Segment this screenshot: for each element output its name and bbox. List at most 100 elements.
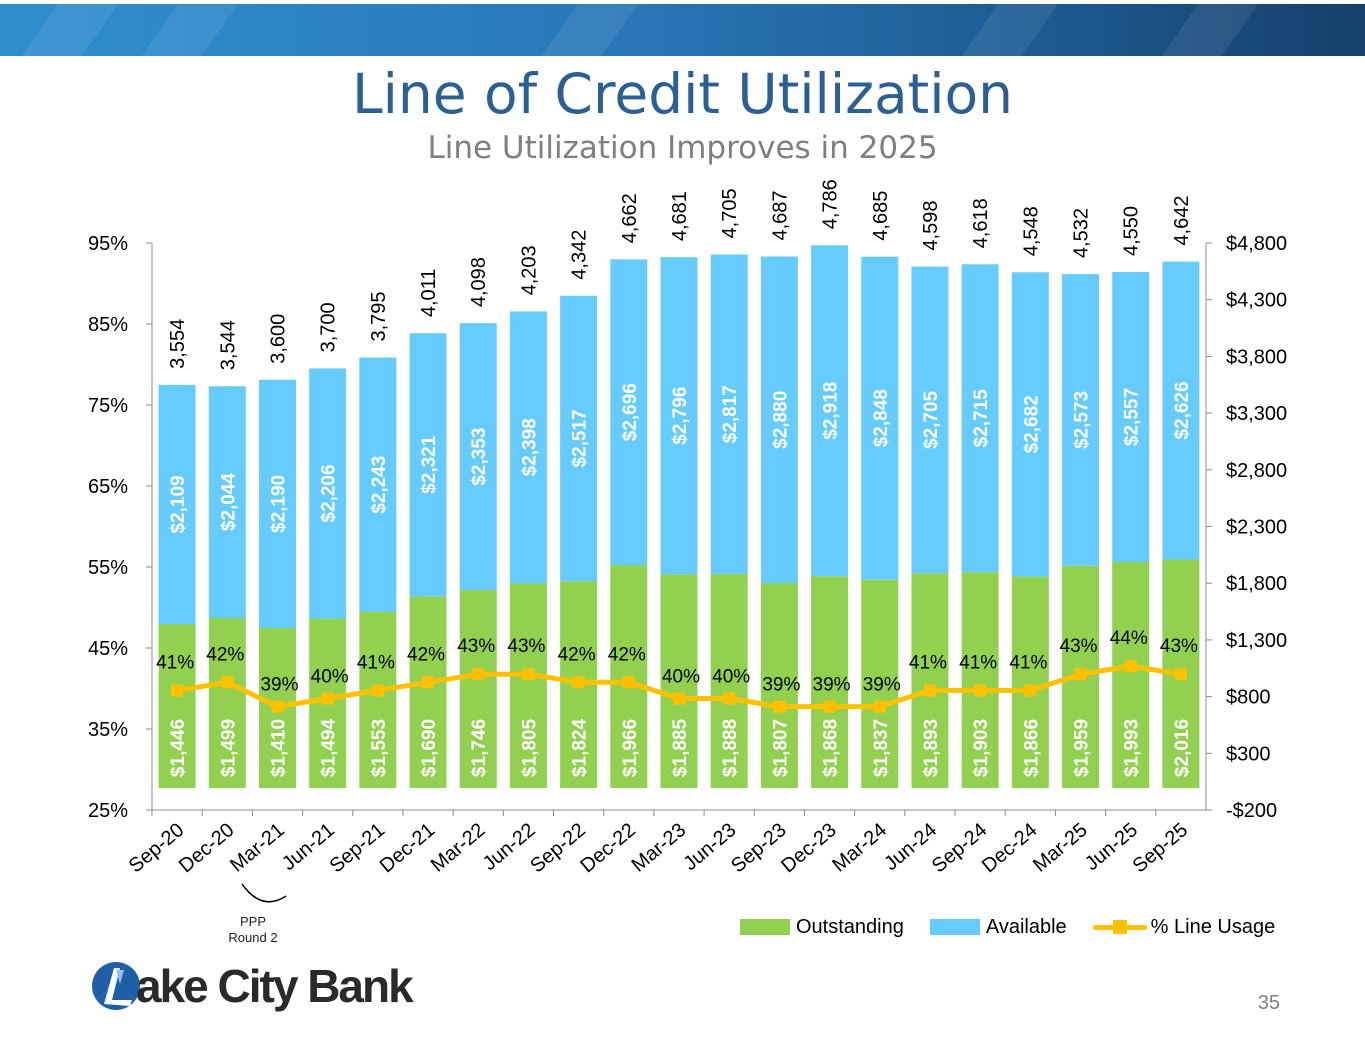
bar-outstanding [1011, 576, 1049, 788]
page-number: 35 [1257, 992, 1280, 1014]
legend-swatch-usage [1092, 919, 1147, 935]
usage-point [923, 684, 936, 697]
total-data-label: 4,598 [920, 201, 942, 251]
bar-available [509, 311, 547, 584]
usage-point [823, 700, 836, 713]
usage-point [271, 700, 284, 713]
outstanding-data-label: $1,746 [469, 719, 490, 777]
x-axis-tick-label: Mar-23 [628, 819, 691, 877]
outstanding-data-label: $1,410 [268, 719, 289, 777]
right-axis-tick-label: $3,300 [1226, 403, 1287, 425]
available-data-label: $2,321 [419, 435, 440, 494]
x-axis-tick-label: Dec-20 [175, 819, 239, 877]
total-data-label: 4,681 [669, 191, 691, 241]
total-data-label: 4,642 [1171, 196, 1193, 246]
total-data-label: 4,687 [769, 190, 791, 240]
right-axis-tick-label: $1,800 [1226, 573, 1287, 595]
usage-point [773, 700, 786, 713]
ppp-note-line1: PPP [239, 914, 266, 929]
usage-point [723, 692, 736, 705]
usage-data-label: 43% [457, 636, 495, 657]
usage-point [522, 668, 535, 681]
total-data-label: 4,550 [1121, 206, 1143, 256]
usage-point [1124, 660, 1137, 673]
usage-point [1074, 668, 1087, 681]
right-axis-tick-label: $2,300 [1226, 517, 1287, 539]
total-data-label: 4,662 [619, 193, 641, 243]
usage-point [472, 668, 485, 681]
bar-available [1011, 272, 1049, 577]
bar-outstanding [961, 572, 999, 788]
usage-data-label: 44% [1110, 628, 1148, 649]
legend-item-outstanding: Outstanding [740, 916, 904, 939]
total-data-label: 4,786 [820, 179, 842, 229]
usage-point [873, 700, 886, 713]
header-banner [0, 4, 1365, 56]
left-axis-tick-label: 85% [88, 314, 128, 336]
available-data-label: $2,190 [268, 475, 289, 533]
x-axis-tick-label: Dec-21 [376, 819, 440, 877]
usage-data-label: 41% [909, 652, 947, 673]
outstanding-data-label: $1,805 [519, 719, 540, 778]
x-axis-tick-label: Dec-22 [576, 819, 640, 877]
usage-data-label: 41% [959, 652, 997, 673]
right-axis-tick-label: $2,800 [1226, 460, 1287, 482]
outstanding-data-label: $1,866 [1021, 719, 1042, 777]
available-data-label: $2,109 [168, 475, 189, 533]
right-axis-tick-label: $800 [1226, 687, 1271, 709]
x-axis-tick-label: Sep-25 [1129, 819, 1193, 877]
legend-label-available: Available [985, 915, 1067, 938]
usage-point [673, 692, 685, 705]
bar-available [459, 323, 497, 591]
total-data-label: 4,342 [569, 230, 591, 280]
usage-point [1174, 668, 1187, 681]
available-data-label: $2,696 [620, 383, 641, 441]
available-data-label: $2,848 [871, 389, 892, 447]
x-axis-tick-label: Mar-21 [226, 819, 289, 877]
left-axis-tick-label: 65% [88, 476, 128, 498]
ppp-note: PPP Round 2 [220, 914, 286, 946]
outstanding-data-label: $1,888 [720, 719, 741, 777]
bar-available [1162, 261, 1200, 560]
usage-data-label: 39% [863, 675, 901, 696]
available-data-label: $2,682 [1021, 395, 1042, 453]
outstanding-data-label: $1,446 [168, 719, 189, 777]
bar-available [760, 256, 798, 584]
bar-available [1112, 272, 1150, 562]
chart-legend: Outstanding Available % Line Usage [740, 914, 1301, 940]
x-axis-tick-label: Mar-22 [427, 819, 490, 877]
usage-data-label: 43% [1160, 636, 1198, 657]
bar-available [409, 333, 447, 597]
total-data-label: 4,548 [1020, 206, 1042, 256]
bar-available [710, 254, 748, 574]
bar-available [258, 379, 296, 629]
usage-data-label: 40% [311, 667, 349, 688]
lake-city-bank-logo-icon [92, 962, 140, 1010]
total-data-label: 3,600 [267, 314, 289, 364]
outstanding-data-label: $1,837 [871, 719, 892, 777]
bar-available [1062, 274, 1100, 566]
bar-outstanding [861, 579, 899, 788]
x-axis-tick-label: Sep-23 [727, 819, 791, 877]
outstanding-data-label: $1,690 [419, 719, 440, 777]
bar-available [961, 264, 999, 573]
x-axis-tick-label: Dec-24 [978, 819, 1042, 877]
usage-data-label: 41% [357, 652, 395, 673]
left-axis-tick-label: 45% [88, 638, 128, 660]
x-axis-tick-label: Mar-25 [1029, 819, 1092, 877]
available-data-label: $2,398 [519, 418, 540, 476]
legend-item-usage: % Line Usage [1092, 916, 1275, 939]
total-data-label: 4,203 [518, 245, 540, 295]
usage-point [371, 684, 384, 697]
usage-point [171, 684, 184, 697]
x-axis-tick-label: Dec-23 [777, 819, 841, 877]
usage-data-label: 41% [1009, 652, 1047, 673]
usage-data-label: 40% [662, 667, 700, 688]
available-data-label: $2,517 [570, 409, 591, 467]
outstanding-data-label: $1,893 [921, 719, 942, 777]
bar-outstanding [509, 583, 547, 788]
bar-available [811, 245, 849, 577]
available-data-label: $2,817 [720, 385, 741, 443]
outstanding-data-label: $1,553 [369, 719, 390, 777]
right-axis-tick-label: $300 [1226, 743, 1271, 765]
